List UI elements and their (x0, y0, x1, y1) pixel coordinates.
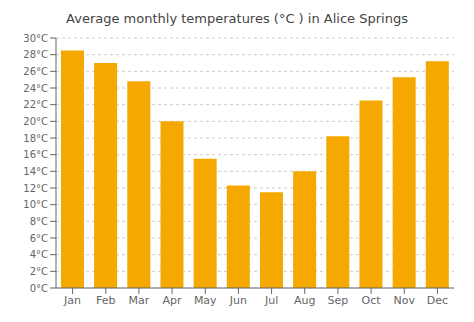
svg-text:8°C: 8°C (30, 216, 48, 227)
svg-text:24°C: 24°C (23, 83, 48, 94)
svg-text:Feb: Feb (96, 294, 115, 307)
svg-text:Sep: Sep (328, 294, 349, 307)
svg-text:Mar: Mar (129, 294, 150, 307)
svg-text:Aug: Aug (294, 294, 315, 307)
svg-text:28°C: 28°C (23, 49, 48, 60)
svg-text:Jul: Jul (264, 294, 278, 307)
svg-text:0°C: 0°C (30, 283, 48, 294)
svg-text:Jan: Jan (63, 294, 81, 307)
svg-text:16°C: 16°C (23, 149, 48, 160)
svg-text:12°C: 12°C (23, 183, 48, 194)
svg-text:26°C: 26°C (23, 66, 48, 77)
svg-text:22°C: 22°C (23, 99, 48, 110)
svg-text:10°C: 10°C (23, 199, 48, 210)
svg-text:20°C: 20°C (23, 116, 48, 127)
html-text:Average monthly temperatures (: Average monthly temperatures (°C ) in Al… (66, 11, 408, 26)
svg-text:4°C: 4°C (30, 249, 48, 260)
svg-text:18°C: 18°C (23, 133, 48, 144)
svg-text:14°C: 14°C (23, 166, 48, 177)
svg-text:30°C: 30°C (23, 33, 48, 44)
svg-text:Apr: Apr (163, 294, 183, 307)
svg-text:Nov: Nov (394, 294, 416, 307)
svg-text:Oct: Oct (362, 294, 382, 307)
svg-text:Dec: Dec (427, 294, 448, 307)
svg-text:2°C: 2°C (30, 266, 48, 277)
svg-text:6°C: 6°C (30, 233, 48, 244)
svg-text:May: May (194, 294, 217, 307)
svg-text:Jun: Jun (229, 294, 247, 307)
